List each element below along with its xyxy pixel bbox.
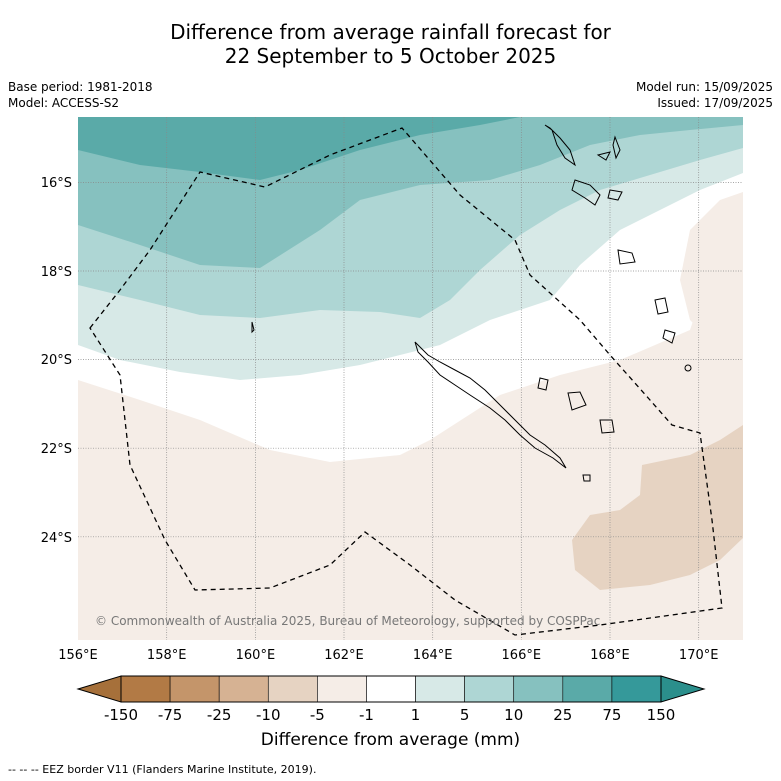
colorbar-tick-label: 25 [553, 706, 572, 724]
colorbar: -150 -75 -25 -10 -5 -1 1 5 10 25 75 150 [76, 675, 706, 724]
lat-tick-label: 16°S [41, 176, 72, 191]
colorbar-right-arrow [660, 675, 706, 703]
walpole-outline [684, 364, 692, 372]
colorbar-cell [415, 675, 465, 703]
lat-tick-labels: 16°S 18°S 20°S 22°S 24°S [41, 176, 72, 546]
chart-title-line2: 22 September to 5 October 2025 [224, 44, 557, 68]
issued-label: Issued: 17/09/2025 [657, 96, 773, 110]
lon-tick-label: 160°E [236, 648, 276, 663]
colorbar-cell [464, 675, 515, 703]
colorbar-cell [267, 675, 318, 703]
tanna-outline [654, 297, 669, 315]
efate-outline [617, 249, 636, 265]
colorbar-tick-label: -5 [310, 706, 325, 724]
gridlines [78, 117, 743, 640]
model-run-label: Model run: 15/09/2025 [635, 80, 773, 94]
colorbar-cell [120, 675, 171, 703]
mare-outline [599, 419, 615, 434]
colorbar-tick-label: 10 [504, 706, 523, 724]
colorbar-tick-label: -150 [104, 706, 138, 724]
vanuatu-island-outline [607, 189, 623, 201]
lon-tick-label: 162°E [324, 648, 364, 663]
vanuatu-island-outline [596, 151, 611, 161]
colorbar-tick-label: -10 [256, 706, 281, 724]
lon-tick-label: 170°E [679, 648, 719, 663]
east-below-region [680, 192, 743, 340]
isle-of-pines-outline [582, 474, 591, 482]
lat-tick-label: 18°S [41, 265, 72, 280]
model-label: Model: ACCESS-S2 [8, 96, 120, 110]
base-period-label: Base period: 1981-2018 [8, 80, 153, 94]
colorbar-cell [366, 675, 416, 703]
lon-tick-label: 166°E [502, 648, 542, 663]
colorbar-tick-label: -25 [207, 706, 232, 724]
colorbar-tick-label: 1 [411, 706, 421, 724]
colorbar-title: Difference from average (mm) [260, 730, 521, 750]
rainfall-anomaly-map [78, 117, 743, 640]
colorbar-cell [317, 675, 367, 703]
chart-title-line1: Difference from average rainfall forecas… [170, 20, 611, 44]
colorbar-cell [218, 675, 269, 703]
colorbar-tick-label: 5 [460, 706, 470, 724]
lon-tick-labels: 156°E 158°E 160°E 162°E 164°E 166°E 168°… [58, 648, 718, 663]
eez-border [89, 127, 723, 636]
loyalty-island-outline [537, 377, 549, 391]
lon-tick-label: 164°E [413, 648, 453, 663]
colorbar-tick-label: -1 [359, 706, 374, 724]
espiritu-santo-outline [544, 124, 576, 167]
colorbar-cell [611, 675, 662, 703]
colorbar-tick-label: 75 [602, 706, 621, 724]
copyright-notice: © Commonwealth of Australia 2025, Bureau… [95, 614, 601, 628]
lon-tick-label: 158°E [147, 648, 187, 663]
below-5-10mm-region [572, 425, 743, 590]
island-outline [662, 329, 676, 344]
eez-legend-note: -- -- -- EEZ border V11 (Flanders Marine… [8, 763, 317, 776]
malekula-outline [571, 179, 601, 206]
colorbar-left-arrow [76, 675, 122, 703]
chesterfield-outline [251, 321, 255, 334]
new-caledonia-outline [414, 341, 567, 469]
above-25-75mm-region [78, 117, 520, 180]
lifou-outline [567, 391, 587, 411]
lat-tick-label: 22°S [41, 442, 72, 457]
colorbar-tick-label: -75 [158, 706, 183, 724]
colorbar-tick-label: 150 [647, 706, 676, 724]
lon-tick-label: 156°E [58, 648, 98, 663]
lon-tick-label: 168°E [590, 648, 630, 663]
vanuatu-island-outline [612, 135, 621, 160]
coastlines [251, 124, 692, 482]
colorbar-cell [562, 675, 613, 703]
colorbar-cell [513, 675, 564, 703]
colorbar-cell [169, 675, 220, 703]
lat-tick-label: 24°S [41, 531, 72, 546]
lat-tick-label: 20°S [41, 353, 72, 368]
